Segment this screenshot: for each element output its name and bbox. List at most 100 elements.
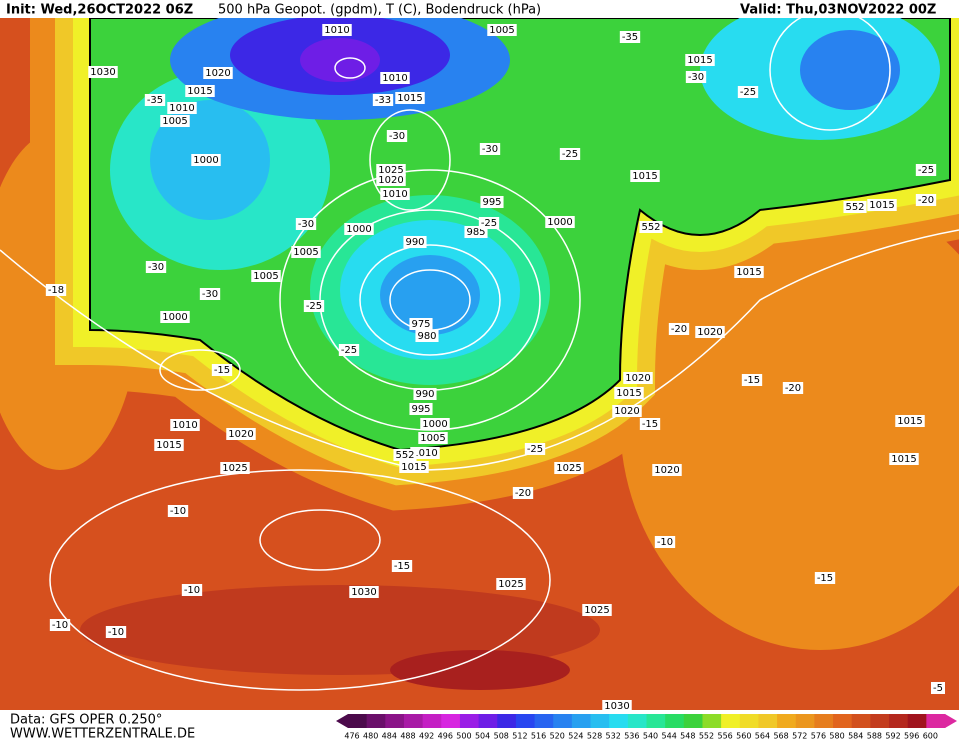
colorbar-label: 552 [699, 732, 714, 741]
isoline-label-box [322, 24, 352, 36]
colorbar-label: 556 [717, 732, 732, 741]
isoline-label-box [512, 487, 534, 499]
isoline-label: 1025 [556, 463, 581, 474]
isoline-label-box [602, 700, 632, 712]
isoline-label: -10 [108, 627, 124, 638]
isoline-label: 1010 [382, 189, 407, 200]
colorbar-swatch [422, 714, 442, 728]
colorbar-swatch [497, 714, 517, 728]
isoline-label-box [376, 164, 406, 176]
isoline-label: 1005 [420, 433, 445, 444]
isoline-label-box [668, 323, 690, 335]
isoline-label: -10 [170, 506, 186, 517]
isoline-label: 1015 [736, 267, 761, 278]
isoline-label: -30 [148, 262, 164, 273]
isoline-label: 1020 [378, 175, 403, 186]
map-title: 500 hPa Geopot. (gpdm), T (C), Bodendruc… [218, 3, 541, 18]
isoline-label: -25 [562, 149, 578, 160]
isoline-label-box [623, 372, 653, 384]
isoline-label-box [415, 330, 439, 342]
isoline-label-box [380, 188, 410, 200]
isoline-label-box [741, 374, 763, 386]
colorbar-swatch [683, 714, 703, 728]
isoline-label-box [291, 246, 321, 258]
colorbar-swatch [478, 714, 498, 728]
colorbar-swatch [833, 714, 853, 728]
colorbar-swatch [758, 714, 778, 728]
colorbar-swatch [366, 714, 386, 728]
colorbar-arrow-left [336, 714, 348, 728]
isoline-label: 1000 [346, 224, 371, 235]
isoline-label: -10 [184, 585, 200, 596]
isoline-label-box [170, 419, 200, 431]
isoline-label: 1025 [378, 165, 403, 176]
colorbar-label: 560 [736, 732, 751, 741]
init-time: Init: Wed,26OCT2022 06Z [6, 3, 193, 18]
isoline-label: 1005 [489, 25, 514, 36]
isoline-label-box [226, 428, 256, 440]
colorbar-swatch [571, 714, 592, 728]
isoline-label-box [614, 387, 644, 399]
isoline-label: -15 [394, 561, 410, 572]
isoline-label: 1015 [897, 416, 922, 427]
isoline-label: 990 [415, 389, 434, 400]
isoline-label-box [487, 24, 517, 36]
colorbar-label: 528 [587, 732, 602, 741]
colorbar-swatch [777, 714, 797, 728]
isoline-label-box [203, 67, 233, 79]
isoline-label-box [554, 462, 584, 474]
isoline-label-box [931, 682, 945, 694]
isoline-label: -33 [375, 95, 391, 106]
isoline-label-box [480, 196, 504, 208]
isoline-label-box [399, 461, 429, 473]
colorbar-label: 540 [643, 732, 658, 741]
colorbar-swatch [553, 714, 573, 728]
isoline-label-box [639, 418, 661, 430]
isoline-label: -15 [214, 365, 230, 376]
isoline-label: 1020 [228, 429, 253, 440]
isoline-label: 1010 [169, 103, 194, 114]
colorbar-label: 496 [438, 732, 453, 741]
isoline-label-box [889, 453, 919, 465]
isoline-label: 985 [466, 227, 485, 238]
isoline-label: 1030 [90, 67, 115, 78]
isoline-label-box [144, 94, 166, 106]
colorbar-swatch [851, 714, 871, 728]
colorbar-label: 584 [848, 732, 863, 741]
colorbar-label: 600 [923, 732, 938, 741]
isoline-label: 1020 [205, 68, 230, 79]
isoline-label: -20 [671, 324, 687, 335]
isoline-label: 1015 [616, 388, 641, 399]
isoline-label: 1010 [172, 420, 197, 431]
isoline-label: -30 [482, 144, 498, 155]
colorbar-swatch [348, 714, 368, 728]
isoline-label-box [88, 66, 118, 78]
isoline-label-box [685, 54, 715, 66]
isoline-label-box [181, 584, 203, 596]
isoline-label-box [403, 236, 427, 248]
isoline-label: 1030 [604, 701, 629, 712]
isoline-label-box [843, 201, 867, 213]
colorbar-label: 500 [456, 732, 471, 741]
colorbar-label: 564 [755, 732, 770, 741]
colorbar-label: 572 [792, 732, 807, 741]
isoline-label: 1000 [547, 217, 572, 228]
isoline-label: -25 [341, 345, 357, 356]
isoline-label: 995 [411, 404, 430, 415]
isoline-label: 990 [405, 237, 424, 248]
colorbar-label: 516 [531, 732, 546, 741]
isoline-label-box [639, 221, 663, 233]
isoline-label-box [191, 154, 221, 166]
isoline-label-box [303, 300, 325, 312]
isoline-label: -15 [817, 573, 833, 584]
isoline-label-box [349, 586, 379, 598]
isoline-label-box [167, 102, 197, 114]
isoline-label: 1025 [498, 579, 523, 590]
colorbar-swatch [441, 714, 461, 728]
isoline-label: -35 [622, 32, 638, 43]
isoline-label-box [737, 86, 759, 98]
isoline-label: 1015 [687, 55, 712, 66]
isoline-label: -10 [52, 620, 68, 631]
map-labels: 1010 1005 1030 1020 1015 1010 1005 1000 1010 1015… [45, 24, 945, 712]
